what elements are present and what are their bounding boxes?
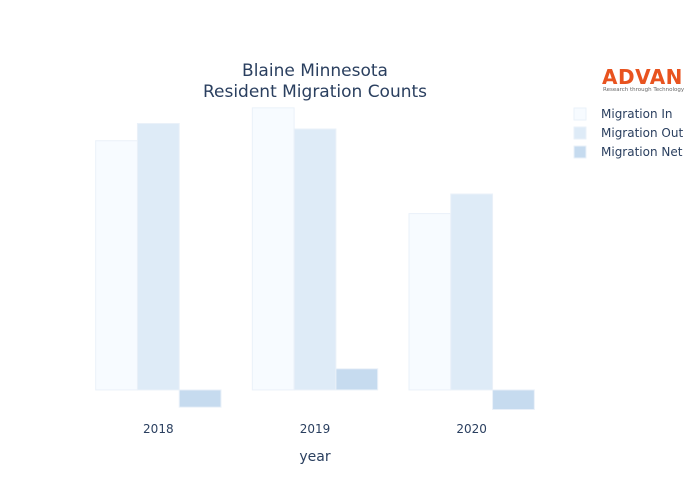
legend-swatch-migration-out[interactable] [573, 126, 587, 140]
legend-label-migration-out[interactable]: Migration Out [601, 126, 683, 140]
bar-migration-out-2019 [293, 128, 337, 391]
x-axis-ticks: 2018 2019 2020 [143, 422, 487, 436]
bar-migration-in-2020 [408, 213, 452, 391]
advan-logo: ADVAN Research through Technology [602, 65, 685, 93]
legend-label-migration-in[interactable]: Migration In [601, 107, 673, 121]
legend-label-migration-net[interactable]: Migration Net [601, 145, 683, 159]
x-tick-label: 2018 [143, 422, 174, 436]
bar-migration-net-2020 [492, 389, 535, 411]
legend: Migration In Migration Out Migration Net [573, 107, 683, 159]
x-tick-label: 2019 [300, 422, 331, 436]
chart-title-line-2: Resident Migration Counts [203, 82, 427, 102]
bar-migration-net-2018 [178, 389, 222, 408]
x-tick-label: 2020 [456, 422, 487, 436]
bar-migration-net-2019 [335, 368, 379, 391]
logo-wordmark: ADVAN [602, 65, 683, 89]
bar-migration-out-2020 [450, 193, 494, 391]
logo-tagline: Research through Technology [603, 87, 685, 93]
legend-swatch-migration-net[interactable] [573, 145, 587, 159]
bar-migration-in-2018 [95, 140, 138, 391]
chart-title: Blaine Minnesota Resident Migration Coun… [203, 61, 427, 102]
legend-swatch-migration-in[interactable] [573, 107, 587, 121]
bars [95, 107, 535, 411]
chart-title-line-1: Blaine Minnesota [242, 61, 388, 81]
x-axis-title: year [299, 449, 330, 465]
bar-migration-out-2018 [136, 123, 180, 391]
bar-migration-in-2019 [251, 107, 295, 391]
